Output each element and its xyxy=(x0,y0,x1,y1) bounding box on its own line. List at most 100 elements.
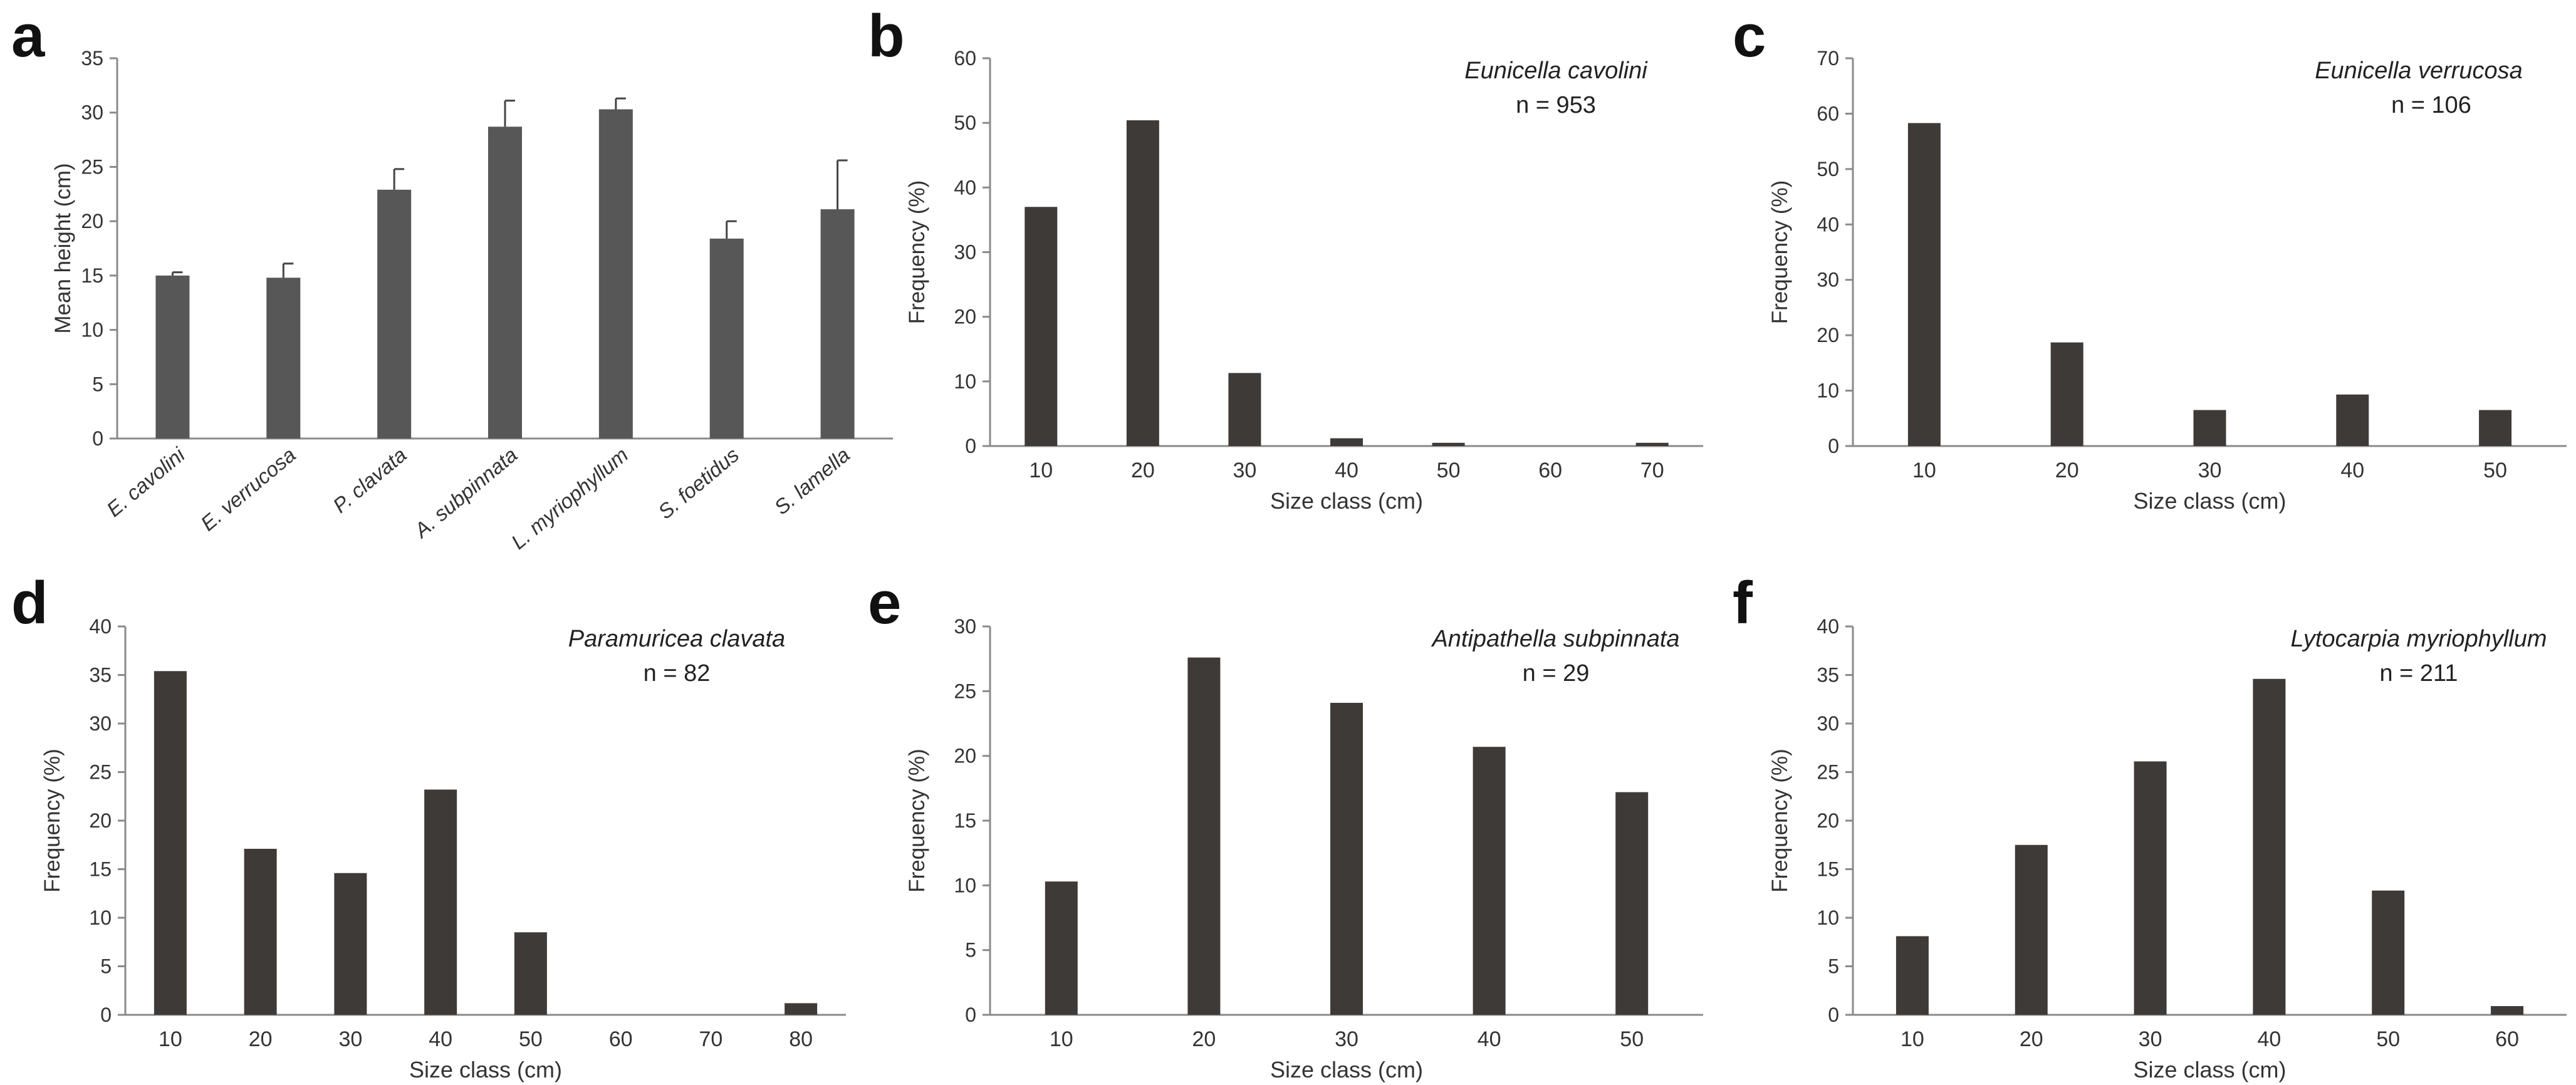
bar-e-5 xyxy=(1615,792,1649,1015)
x-tick-label: 30 xyxy=(1233,459,1257,482)
x-tick-label: 60 xyxy=(609,1027,633,1051)
x-tick-label: 10 xyxy=(1901,1027,1924,1051)
y-tick-label: 30 xyxy=(1817,712,1839,735)
bar-e-2 xyxy=(1187,657,1221,1015)
x-tick-label: E. cavolini xyxy=(102,442,190,521)
y-tick-label: 20 xyxy=(89,809,112,832)
y-tick-label: 10 xyxy=(954,874,976,896)
y-tick-label: 15 xyxy=(81,264,103,287)
bar-f-5 xyxy=(2372,890,2405,1015)
x-tick-label: 50 xyxy=(2483,459,2507,482)
y-tick-label: 30 xyxy=(954,241,976,264)
sample-size-label: n = 29 xyxy=(1523,660,1590,687)
panel-letter-f: f xyxy=(1733,569,1753,636)
x-tick-label: 20 xyxy=(2020,1027,2043,1051)
y-tick-label: 40 xyxy=(954,176,976,199)
bar-c-2 xyxy=(2050,342,2083,446)
x-tick-label: 10 xyxy=(1029,459,1053,482)
x-tick-label: L. myriophyllum xyxy=(507,443,633,554)
panel-letter-c: c xyxy=(1733,3,1766,70)
x-tick-label: S. lamella xyxy=(769,443,854,519)
x-tick-label: 30 xyxy=(338,1027,362,1051)
bar-e-3 xyxy=(1330,702,1363,1015)
bar-b-7 xyxy=(1635,442,1669,446)
bar-a-7 xyxy=(820,209,855,439)
x-tick-label: 30 xyxy=(2198,459,2222,482)
y-tick-label: 50 xyxy=(954,112,976,134)
y-tick-label: 0 xyxy=(1828,1004,1839,1026)
bar-e-1 xyxy=(1045,881,1078,1015)
bar-d-5 xyxy=(514,932,547,1015)
sample-size-label: n = 106 xyxy=(2391,92,2471,118)
panel-letter-d: d xyxy=(11,569,48,636)
y-axis-label: Frequency (%) xyxy=(1768,749,1792,893)
x-tick-label: 30 xyxy=(1335,1027,1358,1051)
y-tick-label: 25 xyxy=(1817,761,1839,784)
y-tick-label: 10 xyxy=(1817,380,1839,402)
x-axis-label: Size class (cm) xyxy=(1270,488,1423,514)
y-tick-label: 15 xyxy=(89,858,112,881)
y-tick-label: 60 xyxy=(954,47,976,70)
bar-a-4 xyxy=(488,127,522,439)
bar-b-1 xyxy=(1025,207,1058,446)
y-axis-label: Mean height (cm) xyxy=(51,163,75,333)
x-tick-label: 40 xyxy=(1478,1027,1501,1051)
x-axis-label: Size class (cm) xyxy=(2133,1057,2286,1082)
y-tick-label: 25 xyxy=(89,761,112,784)
y-tick-label: 20 xyxy=(81,210,103,232)
panel-b: b 0 10 20 30 40 50 60 10 20 30 40 50 60 70 Frequency (%… xyxy=(868,3,1703,514)
y-axis-label: Frequency (%) xyxy=(1768,180,1792,324)
bar-f-3 xyxy=(2134,761,2167,1015)
y-tick-label: 30 xyxy=(81,101,103,124)
x-tick-label: 20 xyxy=(1192,1027,1216,1051)
y-tick-label: 5 xyxy=(100,955,112,978)
y-tick-label: 5 xyxy=(92,373,103,395)
bar-d-8 xyxy=(785,1003,818,1015)
y-tick-label: 35 xyxy=(89,664,112,687)
bar-a-3 xyxy=(377,189,412,439)
panel-f: f 0 5 10 15 20 25 30 35 40 10 20 30 40 50 60 Frequency (… xyxy=(1733,569,2567,1082)
bar-b-3 xyxy=(1228,373,1261,446)
y-tick-label: 70 xyxy=(1817,47,1839,70)
y-tick-label: 25 xyxy=(81,155,103,178)
y-tick-label: 0 xyxy=(965,1004,976,1026)
panel-letter-e: e xyxy=(868,569,901,636)
y-tick-label: 20 xyxy=(1817,809,1839,832)
y-tick-label: 25 xyxy=(954,680,976,702)
bar-c-5 xyxy=(2479,410,2512,446)
species-title: Eunicella verrucosa xyxy=(2315,58,2523,84)
bar-b-2 xyxy=(1126,120,1159,447)
x-tick-label: 50 xyxy=(1620,1027,1644,1051)
sample-size-label: n = 953 xyxy=(1516,92,1596,118)
sample-size-label: n = 211 xyxy=(2379,660,2458,687)
y-tick-label: 10 xyxy=(81,319,103,341)
x-tick-label: 40 xyxy=(429,1027,452,1051)
bar-e-4 xyxy=(1473,747,1506,1015)
y-tick-label: 5 xyxy=(965,939,976,962)
bar-c-4 xyxy=(2336,394,2369,446)
y-tick-label: 10 xyxy=(89,906,112,929)
x-tick-label: E. verrucosa xyxy=(196,443,300,535)
x-tick-label: 10 xyxy=(159,1027,182,1051)
y-axis-label: Frequency (%) xyxy=(905,749,929,893)
y-tick-label: 30 xyxy=(1817,269,1839,291)
x-tick-label: 20 xyxy=(249,1027,273,1051)
x-tick-label: 70 xyxy=(1640,459,1664,482)
species-title: Antipathella subpinnata xyxy=(1431,626,1679,652)
y-tick-label: 0 xyxy=(92,427,103,450)
panel-letter-a: a xyxy=(11,3,45,70)
y-tick-label: 10 xyxy=(954,370,976,393)
y-tick-label: 30 xyxy=(89,712,112,735)
x-tick-label: 40 xyxy=(2258,1027,2281,1051)
y-tick-label: 0 xyxy=(100,1004,112,1026)
bar-c-1 xyxy=(1907,123,1941,446)
y-axis-label: Frequency (%) xyxy=(40,749,65,893)
y-tick-label: 60 xyxy=(1817,102,1839,125)
bar-f-6 xyxy=(2491,1006,2524,1015)
bar-a-6 xyxy=(709,238,744,439)
panel-letter-b: b xyxy=(868,3,905,70)
x-tick-label: 10 xyxy=(1050,1027,1073,1051)
x-tick-label: 20 xyxy=(2055,459,2079,482)
y-tick-label: 20 xyxy=(954,745,976,767)
